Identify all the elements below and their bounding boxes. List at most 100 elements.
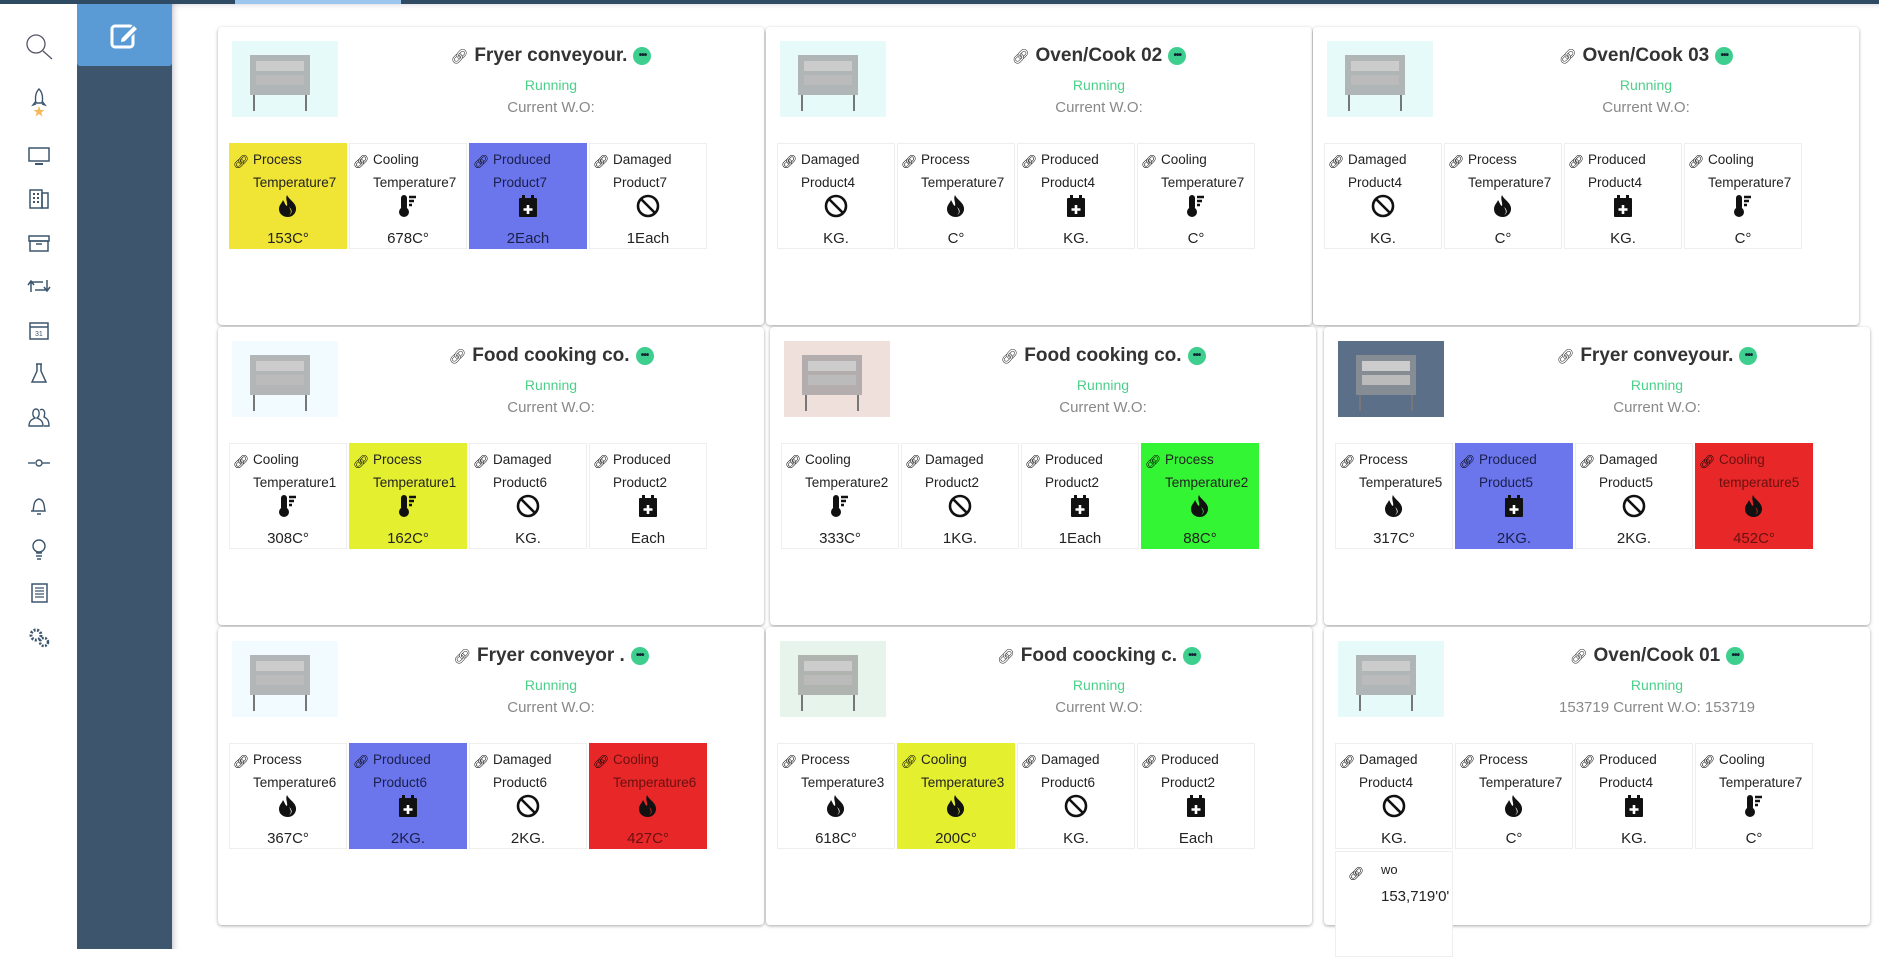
machine-title[interactable]: 🔗︎ Food cooking co. ••• — [448, 345, 654, 367]
sensor-tile[interactable]: 🔗︎ Cooling Temperature7 678C° — [349, 143, 467, 249]
calendar-icon[interactable]: 31 — [24, 315, 54, 345]
active-tab-indicator[interactable] — [235, 0, 401, 4]
ban-icon — [1325, 194, 1441, 218]
more-options-icon[interactable]: ••• — [630, 647, 649, 665]
search-icon[interactable] — [24, 32, 54, 62]
sensor-tile[interactable]: 🔗︎ Process Temperature2 88C° — [1141, 443, 1259, 549]
machine-image — [1338, 341, 1444, 417]
link-icon: 🔗︎ — [901, 754, 918, 769]
more-options-icon[interactable]: ••• — [1739, 347, 1758, 365]
sensor-tile[interactable]: 🔗︎ Produced Product2 Each — [589, 443, 707, 549]
sensor-tile[interactable]: 🔗︎ Damaged Product4 KG. — [777, 143, 895, 249]
sensor-tile[interactable]: 🔗︎ Produced Product7 2Each — [469, 143, 587, 249]
sensor-tile[interactable]: 🔗︎ Cooling Temperature7 C° — [1695, 743, 1813, 849]
lightbulb-icon[interactable] — [24, 534, 54, 564]
building-icon[interactable] — [24, 184, 54, 214]
machine-title[interactable]: 🔗︎ Food coocking c. ••• — [997, 645, 1201, 667]
current-work-order: Current W.O: — [1055, 99, 1143, 116]
users-icon[interactable] — [24, 402, 54, 432]
sensor-tile[interactable]: 🔗︎ Produced Product2 Each — [1137, 743, 1255, 849]
more-options-icon[interactable]: ••• — [1183, 647, 1201, 665]
more-options-icon[interactable]: ••• — [1168, 47, 1187, 65]
ban-icon — [590, 194, 706, 218]
sensor-tile[interactable]: 🔗︎ Cooling Temperature1 308C° — [229, 443, 347, 549]
tile-value: 367C° — [267, 830, 309, 847]
link-icon: 🔗︎ — [1328, 154, 1345, 169]
current-work-order: Current W.O: — [1055, 699, 1143, 716]
machine-image — [780, 641, 886, 717]
sensor-tile[interactable]: 🔗︎ Process Temperature7 153C° — [229, 143, 347, 249]
machine-title[interactable]: 🔗︎ Fryer conveyour. ••• — [1557, 345, 1758, 367]
link-icon: 🔗︎ — [353, 154, 370, 169]
sensor-tile[interactable]: 🔗︎ Process Temperature3 618C° — [777, 743, 895, 849]
sensor-tile[interactable]: 🔗︎ Process Temperature5 317C° — [1335, 443, 1453, 549]
monitor-icon[interactable] — [24, 141, 54, 171]
tile-value: 2KG. — [510, 830, 546, 847]
machine-title[interactable]: 🔗︎ Fryer conveyor . ••• — [453, 645, 649, 667]
sensor-tile[interactable]: 🔗︎ Damaged Product7 1Each — [589, 143, 707, 249]
more-options-icon[interactable]: ••• — [1726, 647, 1745, 665]
commit-icon[interactable] — [24, 448, 54, 478]
sensor-tile[interactable]: 🔗︎ Produced Product4 KG. — [1564, 143, 1682, 249]
sensor-tile[interactable]: 🔗︎ Produced Product4 KG. — [1575, 743, 1693, 849]
sensor-tile[interactable]: 🔗︎ Process Temperature6 367C° — [229, 743, 347, 849]
sensor-tile[interactable]: 🔗︎ Cooling Temperature7 C° — [1137, 143, 1255, 249]
sensor-tile[interactable]: 🔗︎ Produced Product6 2KG. — [349, 743, 467, 849]
sensor-tile-wo[interactable]: 🔗︎ wo 153,719'0' — [1335, 851, 1453, 957]
machine-title[interactable]: 🔗︎ Oven/Cook 02 ••• — [1012, 45, 1187, 67]
sensor-tile[interactable]: 🔗︎ Produced Product2 1Each — [1021, 443, 1139, 549]
more-options-icon[interactable]: ••• — [1187, 347, 1206, 365]
archive-icon[interactable] — [24, 228, 54, 258]
link-icon: 🔗︎ — [448, 347, 467, 364]
more-options-icon[interactable]: ••• — [1715, 47, 1734, 65]
machine-title[interactable]: 🔗︎ Fryer conveyour. ••• — [451, 45, 652, 67]
edit-button[interactable] — [77, 4, 172, 66]
repeat-icon[interactable] — [24, 271, 54, 301]
sensor-tile[interactable]: 🔗︎ Process Temperature7 C° — [1455, 743, 1573, 849]
ban-icon — [902, 494, 1018, 518]
link-icon: 🔗︎ — [1339, 454, 1356, 469]
sensor-tile[interactable]: 🔗︎ Process Temperature7 C° — [897, 143, 1015, 249]
ban-icon — [1336, 794, 1452, 818]
machine-card: 🔗︎ Fryer conveyor . ••• Running Current W.… — [218, 627, 764, 925]
machine-card: 🔗︎ Food cooking co. ••• Running Current W.… — [218, 327, 764, 625]
calendar-plus-icon — [590, 494, 706, 518]
sensor-tile[interactable]: 🔗︎ Produced Product4 KG. — [1017, 143, 1135, 249]
sensor-tile[interactable]: 🔗︎ Damaged Product4 KG. — [1335, 743, 1453, 849]
more-options-icon[interactable]: ••• — [635, 347, 654, 365]
current-work-order: Current W.O: — [507, 99, 595, 116]
sensor-tile[interactable]: 🔗︎ Cooling Temperature6 427C° — [589, 743, 707, 849]
link-icon: 🔗︎ — [233, 154, 250, 169]
tile-value: C° — [1187, 230, 1205, 247]
machine-title[interactable]: 🔗︎ Oven/Cook 01 ••• — [1570, 645, 1745, 667]
link-icon: 🔗︎ — [1558, 47, 1577, 64]
sensor-tile[interactable]: 🔗︎ Cooling Temperature2 333C° — [781, 443, 899, 549]
sensor-tile[interactable]: 🔗︎ Damaged Product4 KG. — [1324, 143, 1442, 249]
machine-status: Running — [1619, 77, 1673, 93]
sensor-tile[interactable]: 🔗︎ Produced Product5 2KG. — [1455, 443, 1573, 549]
machine-title[interactable]: 🔗︎ Food cooking co. ••• — [1000, 345, 1206, 367]
rocket-icon[interactable] — [24, 82, 54, 122]
link-icon: 🔗︎ — [1339, 754, 1356, 769]
tile-value: 1Each — [1058, 530, 1102, 547]
notebook-icon[interactable] — [24, 578, 54, 608]
sensor-tile[interactable]: 🔗︎ Cooling temperature5 452C° — [1695, 443, 1813, 549]
sensor-tile[interactable]: 🔗︎ Damaged Product2 1KG. — [901, 443, 1019, 549]
gears-icon[interactable] — [24, 622, 54, 652]
sensor-tile[interactable]: 🔗︎ Damaged Product5 2KG. — [1575, 443, 1693, 549]
sensor-tile[interactable]: 🔗︎ Damaged Product6 KG. — [469, 443, 587, 549]
bell-icon[interactable] — [24, 491, 54, 521]
sensor-tile[interactable]: 🔗︎ Cooling Temperature7 C° — [1684, 143, 1802, 249]
ban-icon — [1576, 494, 1692, 518]
link-icon: 🔗︎ — [1699, 454, 1716, 469]
machine-title[interactable]: 🔗︎ Oven/Cook 03 ••• — [1559, 45, 1734, 67]
flask-icon[interactable] — [24, 358, 54, 388]
more-options-icon[interactable]: ••• — [633, 47, 652, 65]
sensor-tile[interactable]: 🔗︎ Damaged Product6 2KG. — [469, 743, 587, 849]
thermometer-icon — [782, 494, 898, 518]
link-icon: 🔗︎ — [593, 754, 610, 769]
sensor-tile[interactable]: 🔗︎ Process Temperature7 C° — [1444, 143, 1562, 249]
sensor-tile[interactable]: 🔗︎ Damaged Product6 KG. — [1017, 743, 1135, 849]
sensor-tile[interactable]: 🔗︎ Cooling Temperature3 200C° — [897, 743, 1015, 849]
sensor-tile[interactable]: 🔗︎ Process Temperature1 162C° — [349, 443, 467, 549]
